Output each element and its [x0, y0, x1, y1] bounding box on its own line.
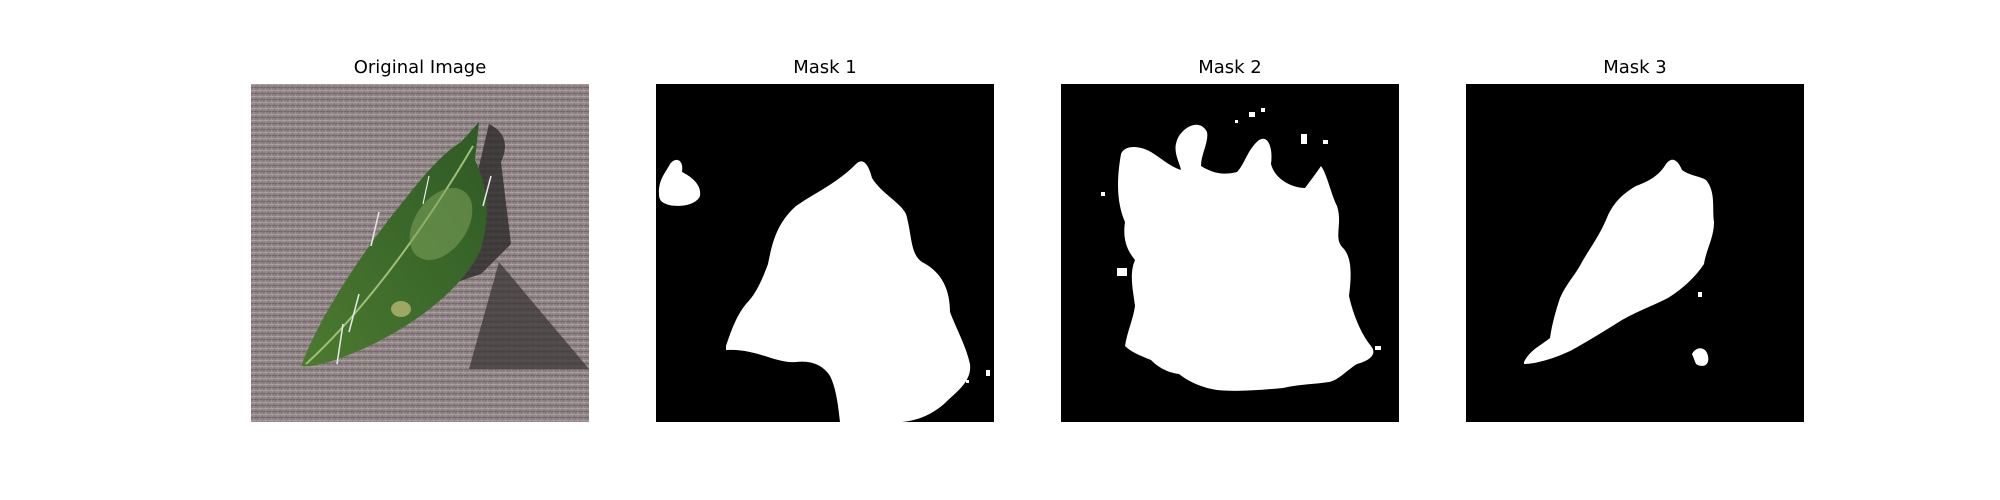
- leaf: [301, 122, 487, 367]
- scratch-line: [336, 323, 344, 365]
- scratch-line: [348, 293, 360, 333]
- panel-mask-1: Mask 1: [656, 0, 994, 500]
- mask-blob: [1692, 348, 1709, 366]
- mask-1: [656, 84, 994, 422]
- scratch-line: [482, 175, 492, 207]
- mask-region: [1524, 159, 1714, 364]
- mask-3: [1466, 84, 1804, 422]
- panel-mask-3: Mask 3: [1466, 0, 1804, 500]
- mask-2: [1061, 84, 1399, 422]
- triangle-shadow: [469, 262, 589, 369]
- mask-region: [1118, 124, 1374, 391]
- scratch-line: [422, 175, 430, 205]
- panel-title: Mask 1: [793, 57, 857, 78]
- panel-title: Mask 3: [1603, 57, 1667, 78]
- leaf-highlight: [409, 187, 473, 261]
- leaf-midrib: [305, 145, 474, 365]
- original-image: [251, 84, 589, 422]
- mask-1-image: [656, 84, 994, 422]
- panel-title: Mask 2: [1198, 57, 1262, 78]
- mask-3-image: [1466, 84, 1804, 422]
- mask-region: [726, 161, 971, 422]
- leaf-yellow-spot: [391, 301, 411, 317]
- scratch-line: [370, 211, 380, 247]
- mask-blob: [658, 159, 701, 206]
- leaf-photo: [251, 84, 589, 422]
- mask-2-image: [1061, 84, 1399, 422]
- panel-title: Original Image: [353, 57, 487, 78]
- panel-original-image: Original Image: [251, 0, 589, 500]
- panel-mask-2: Mask 2: [1061, 0, 1399, 500]
